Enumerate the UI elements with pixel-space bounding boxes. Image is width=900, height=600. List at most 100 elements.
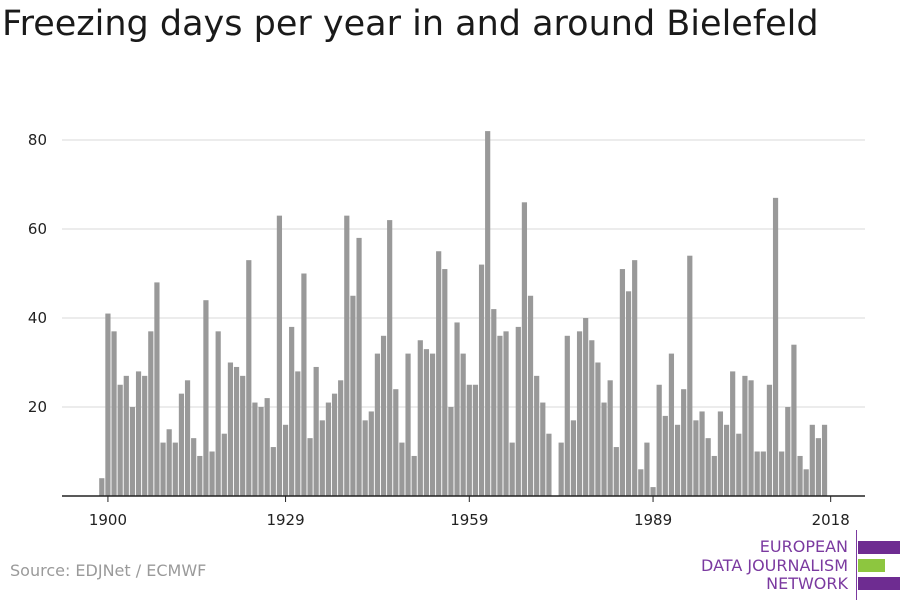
bar-1951 [417, 340, 423, 496]
bar-1937 [331, 393, 338, 496]
logo-divider [856, 530, 857, 600]
bar-1969 [527, 295, 534, 496]
bar-1916 [203, 300, 209, 496]
bar-1931 [295, 371, 301, 496]
bar-1990 [656, 384, 662, 496]
bar-1914 [191, 438, 197, 496]
x-tick-label: 1929 [266, 511, 304, 529]
bar-1917 [209, 451, 215, 496]
y-tick-label: 60 [28, 220, 47, 238]
bar-1972 [546, 433, 552, 496]
bar-1952 [423, 349, 430, 496]
bar-1915 [197, 455, 203, 496]
chart-title: Freezing days per year in and around Bie… [2, 4, 819, 44]
bar-1912 [178, 393, 185, 496]
bar-1981 [601, 402, 607, 496]
bar-1992 [668, 353, 675, 496]
bar-1968 [521, 202, 528, 497]
bar-2016 [815, 438, 822, 496]
bar-1982 [607, 380, 613, 496]
bar-1928 [276, 215, 283, 496]
bar-1909 [160, 442, 166, 496]
bar-1964 [497, 335, 503, 496]
bar-1991 [662, 415, 668, 496]
bar-1913 [184, 380, 191, 496]
bar-2006 [754, 451, 760, 496]
bar-2001 [723, 424, 730, 496]
bar-1956 [448, 407, 454, 496]
bar-1977 [576, 331, 583, 496]
bar-1946 [387, 220, 393, 496]
bar-1997 [699, 411, 705, 496]
bar-1910 [166, 429, 172, 496]
bar-1963 [491, 309, 497, 496]
bar-1971 [540, 402, 546, 496]
source-note: Source: EDJNet / ECMWF [10, 561, 207, 580]
bar-1970 [534, 375, 540, 496]
bar-1962 [485, 131, 491, 496]
bar-1935 [319, 420, 325, 496]
edjnet-logo: EUROPEAN DATA JOURNALISM NETWORK [700, 530, 900, 600]
bar-1930 [289, 326, 295, 496]
bar-1958 [460, 353, 466, 496]
bar-1920 [227, 362, 234, 496]
bar-2003 [736, 433, 742, 496]
bar-1996 [693, 420, 699, 496]
bar-1919 [221, 433, 227, 496]
x-tick-label: 1959 [450, 511, 488, 529]
bar-2000 [717, 411, 724, 496]
bar-1945 [380, 335, 387, 496]
bar-1943 [368, 411, 374, 496]
bar-1938 [338, 380, 344, 496]
bar-2009 [772, 197, 779, 496]
bar-1974 [558, 442, 564, 496]
bar-1902 [117, 384, 123, 496]
bar-1922 [240, 375, 246, 496]
logo-bar-bottom [858, 577, 900, 590]
bar-1899 [99, 478, 105, 496]
bar-1998 [705, 438, 711, 496]
bar-1924 [252, 402, 258, 496]
bar-1929 [282, 424, 289, 496]
bar-1936 [325, 402, 332, 496]
bar-1940 [350, 295, 356, 496]
bar-1966 [509, 442, 515, 496]
x-tick-label: 1989 [634, 511, 672, 529]
bar-1947 [393, 389, 399, 496]
bar-1900 [105, 313, 111, 496]
x-tick-label: 2018 [812, 511, 850, 529]
y-tick-label: 80 [28, 131, 47, 149]
bar-2002 [730, 371, 736, 496]
bar-1941 [356, 237, 362, 496]
bar-1993 [674, 424, 681, 496]
bar-1995 [687, 255, 693, 496]
bar-2014 [803, 469, 809, 496]
logo-line-european: EUROPEAN [759, 537, 848, 556]
bar-1949 [405, 353, 411, 496]
bar-1905 [135, 371, 142, 496]
bar-1987 [638, 469, 644, 496]
bar-1926 [264, 398, 270, 496]
bar-1960 [472, 384, 479, 496]
bar-2004 [742, 375, 748, 496]
bar-1984 [619, 269, 626, 496]
logo-line-network: NETWORK [766, 574, 848, 593]
bar-1954 [436, 251, 442, 496]
bar-1988 [644, 442, 650, 496]
bar-1944 [374, 353, 381, 496]
bar-1989 [650, 487, 656, 496]
bar-1939 [344, 215, 350, 496]
bar-1923 [246, 260, 252, 496]
bar-1934 [313, 366, 319, 496]
bar-1965 [503, 331, 509, 496]
bar-1906 [142, 375, 148, 496]
bar-1983 [613, 447, 619, 496]
bar-1942 [362, 420, 368, 496]
y-tick-label: 40 [28, 309, 47, 327]
logo-bar-top [858, 541, 900, 554]
bar-1978 [583, 318, 589, 496]
bar-1959 [466, 384, 472, 496]
bars [99, 131, 828, 497]
logo-bar-middle [858, 559, 885, 572]
y-tick-label: 20 [28, 398, 47, 416]
